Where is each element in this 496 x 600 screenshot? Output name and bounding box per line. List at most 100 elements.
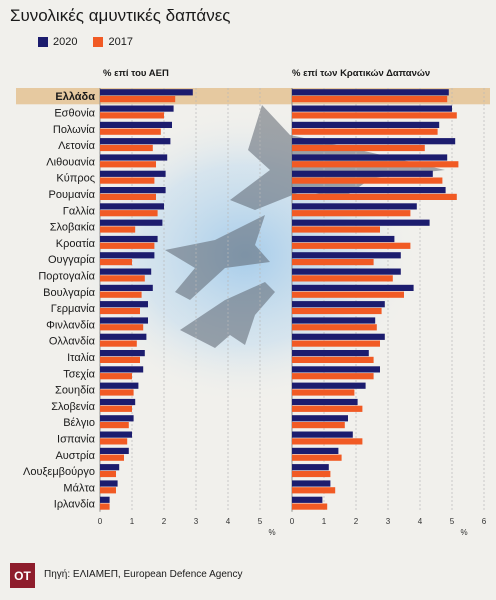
bar-2017 [100,389,134,396]
bar-2017 [292,487,336,494]
tick-label-2: 2 [162,517,167,526]
bar-2017 [292,259,374,266]
legend-label-2017: 2017 [108,36,133,48]
bar-2020 [100,480,118,487]
legend-item-2017: 2017 [93,36,133,48]
bar-2020 [100,105,174,112]
chart-1: % επί του ΑΕΠ 0 1 2 3 4 5% Ελλάδα Εσθονία Πολωνία… [23,68,276,537]
bar-2020 [100,268,152,275]
legend-label-2020: 2020 [53,36,78,48]
bar-2017 [292,242,411,249]
jet-middle [165,215,270,300]
bar-2020 [292,350,369,357]
bar-2020 [292,333,385,340]
bar-2017 [100,226,136,233]
bar-2017 [100,275,145,282]
bar-2017 [100,128,161,135]
category-label: Λουξεμβούργο [23,466,95,478]
bar-2020 [100,366,144,373]
category-label: Σλοβενία [51,401,95,413]
x-axis-label: % [268,528,275,537]
bar-2020 [100,333,147,340]
bar-2020 [100,415,134,422]
bar-2020 [292,447,339,454]
bar-2017 [100,340,137,347]
bar-2017 [100,242,155,249]
bar-2020 [292,170,433,177]
bar-2020 [292,464,329,471]
bar-2020 [292,301,385,308]
bar-2020 [292,235,395,243]
category-label: Λιθουανία [46,156,95,168]
bar-2020 [292,89,449,96]
bar-2017 [100,373,132,380]
bar-2017 [292,275,393,282]
legend-swatch-2020 [38,37,48,47]
bar-2017 [100,422,129,429]
bar-2017 [292,177,443,184]
bar-2020 [292,431,353,438]
x-axis-label: % [460,528,467,537]
bar-2017 [100,291,142,298]
bar-2020 [100,317,148,324]
category-label: Ολλανδία [49,336,96,348]
bar-2017 [292,356,374,363]
bar-2020 [100,187,166,194]
bar-2020 [100,431,132,438]
bar-2017 [292,405,363,412]
bar-2020 [100,284,153,291]
bar-2020 [100,382,139,389]
category-label: Ιρλανδία [54,499,96,511]
bar-2017 [292,454,342,461]
bar-2017 [100,177,155,184]
category-label: Μάλτα [63,482,95,494]
category-label: Πορτογαλία [38,270,95,282]
category-label: Γαλλία [63,205,96,217]
bar-2020 [292,382,366,389]
chart-2-title: % επί των Κρατικών Δαπανών [292,68,430,79]
bar-2017 [292,128,438,135]
chart-1-title: % επί του ΑΕΠ [103,68,169,79]
bar-2020 [100,447,129,454]
bar-2017 [292,161,459,168]
category-label: Ρουμανία [49,189,96,201]
legend-swatch-2017 [93,37,104,47]
bar-2017 [292,291,404,298]
bar-2017 [292,340,380,347]
tick-label-1: 1 [322,517,327,526]
bar-2017 [100,161,156,168]
bar-2020 [100,138,171,145]
bar-2020 [292,480,331,487]
publisher-logo: OT [10,563,35,588]
bar-2020 [292,284,414,291]
category-label: Ελλάδα [55,91,95,103]
tick-label-3: 3 [194,517,199,526]
category-label: Πολωνία [53,124,96,136]
bar-2020 [292,138,456,145]
bar-2017 [292,144,425,152]
category-label: Σουηδία [55,385,96,397]
bar-2017 [292,193,457,200]
category-label: Βουλγαρία [43,287,96,299]
bar-2017 [292,422,345,429]
bar-2017 [100,144,153,152]
tick-label-2: 2 [354,517,359,526]
bar-2017 [292,324,377,331]
bar-2017 [292,96,448,103]
bar-2017 [100,356,140,363]
bar-2020 [292,366,380,373]
legend-item-2020: 2020 [38,36,77,48]
bar-2020 [292,415,348,422]
bar-2020 [292,398,358,406]
bar-2020 [292,105,452,112]
source-note: Πηγή: ΕΛΙΑΜΕΠ, European Defence Agency [44,569,243,580]
category-label: Γερμανία [51,303,96,315]
tick-label-6: 6 [482,517,487,526]
jet-bottom [180,282,275,348]
category-label: Κύπρος [56,173,95,185]
bar-2020 [100,154,168,161]
bar-2020 [292,496,323,503]
bar-2020 [100,301,148,308]
category-label: Κροατία [56,238,96,250]
